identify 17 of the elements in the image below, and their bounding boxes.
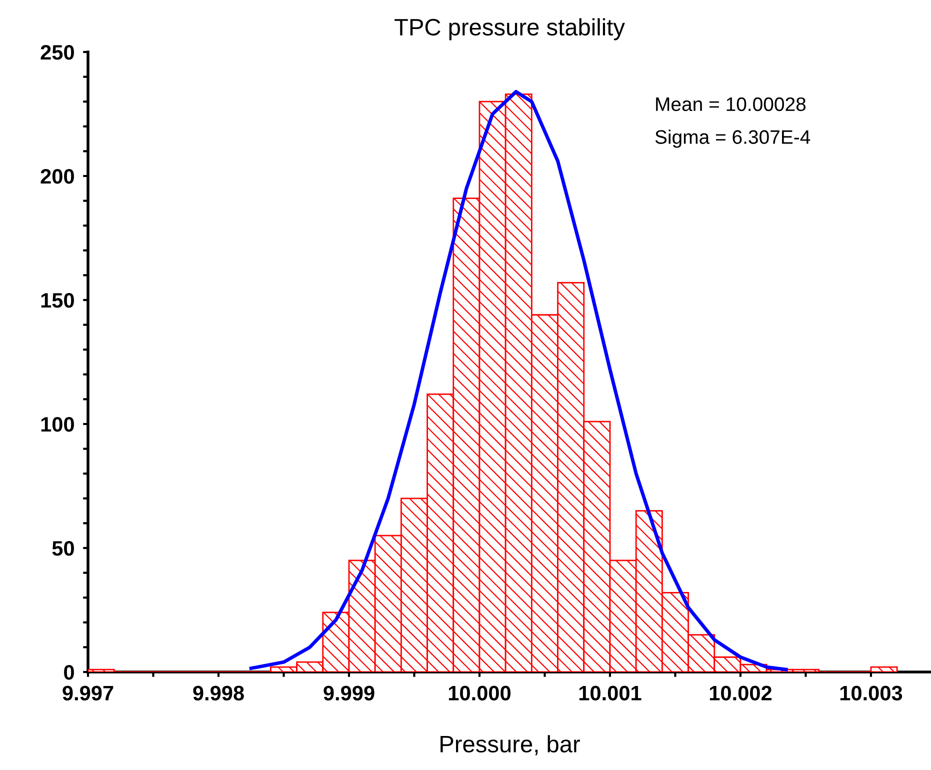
y-tick-label: 150	[41, 293, 74, 308]
x-tick-label: 9.998	[193, 686, 244, 700]
y-tick-label: 250	[40, 45, 74, 60]
x-tick-label: 9.999	[324, 686, 374, 700]
y-tick-label: 100	[41, 417, 74, 432]
y-tick-label: 50	[52, 541, 74, 556]
y-tick-label: 200	[40, 169, 74, 184]
x-axis-title: Pressure, bar	[440, 735, 580, 756]
x-tick-label: 10.001	[579, 686, 642, 700]
annotation: Mean = 10.00028	[656, 97, 806, 112]
x-tick-label: 10.002	[710, 686, 772, 700]
annotation: Sigma = 6.307E-4	[655, 130, 810, 148]
x-tick-label: 10.000	[448, 686, 510, 700]
x-tick-label: 9.997	[62, 686, 114, 700]
x-tick-label: 10.003	[840, 686, 902, 701]
y-tick-label: 0	[64, 665, 74, 680]
chart-title: TPC pressure stability	[394, 18, 625, 40]
